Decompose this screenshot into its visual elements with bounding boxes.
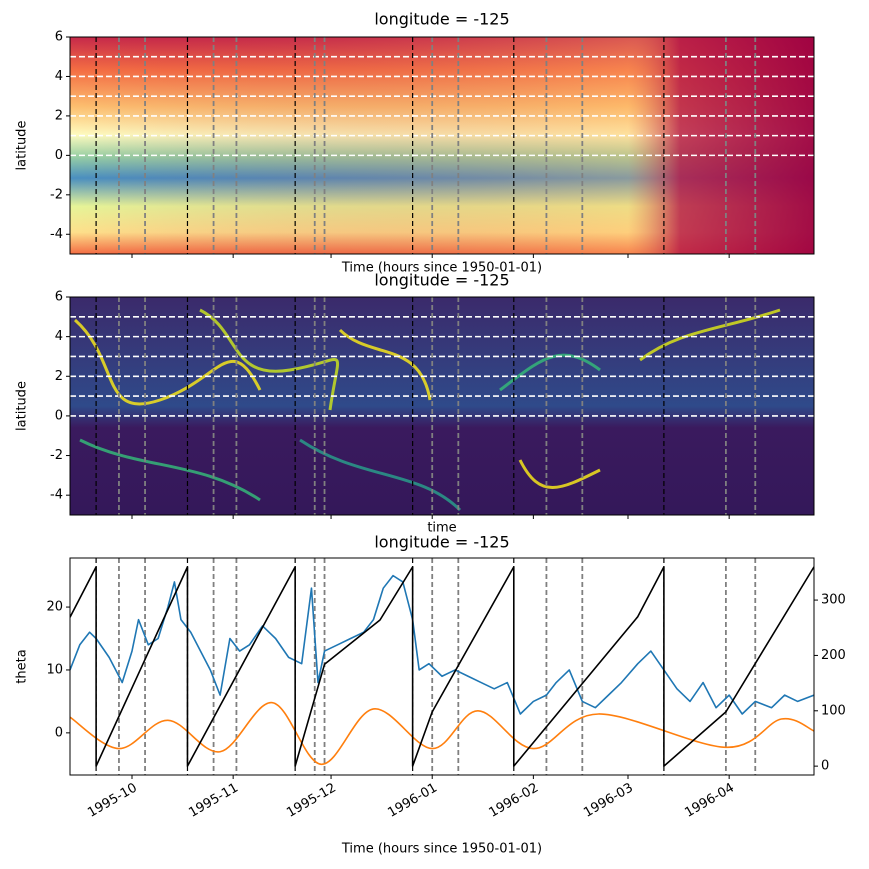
y-tick-label: 6 [55,290,63,305]
y-axis-label: theta [15,649,30,683]
streak [79,438,261,502]
y2-tick-label: 300 [821,593,846,608]
y-tick-label: 4 [55,69,63,84]
y-tick-label: 2 [55,369,63,384]
x-tick-label: 1995-12 [284,781,339,821]
x-tick-label: 1996-03 [581,781,636,821]
x-tick-label: 1995-10 [85,781,140,821]
y-tick-label: 2 [55,108,63,123]
subplot: -4 -2 0 2 4 6 longitude = -125 time latitude [15,271,815,536]
x-axis-label: Time (hours since 1950-01-01) [341,261,542,276]
y-tick-label: 6 [55,30,63,45]
subplot: -4 -2 0 2 4 6 longitude = -125 Time (hours sinc… [15,10,815,276]
streak [639,308,781,362]
x-axis-label: Time (hours since 1950-01-01) [341,842,542,857]
y-tick-label: -4 [50,488,63,503]
streak [518,459,601,489]
subplot-title: longitude = -125 [374,533,509,552]
plot-area [70,37,814,254]
y-tick-label: -4 [50,227,63,242]
streak [299,438,462,512]
y-tick-label: 0 [55,148,63,163]
series-line [70,701,814,766]
subplot-title: longitude = -125 [374,271,509,290]
series-line [70,566,814,767]
axes-frame [69,36,815,255]
axes-frame [69,296,815,516]
x-tick-label: 1996-02 [487,781,542,821]
y-tick-label: 0 [55,408,63,423]
axes-frame [69,557,815,776]
x-tick-label: 1995-11 [186,781,241,821]
streak [499,353,601,392]
y-tick-label: -2 [50,187,63,202]
x-tick-label: 1996-01 [385,781,440,821]
x-tick-label: 1996-04 [682,781,737,821]
streak [199,308,340,411]
plot-area [70,297,814,515]
heatmap-streaks [74,308,781,512]
heatmap-image [70,37,814,254]
heatmap-image [70,297,814,515]
streak [338,328,432,401]
y-tick-label: -2 [50,448,63,463]
y-axis-label: latitude [15,121,30,171]
y2-tick-label: 0 [821,759,829,774]
y-tick-label: 10 [46,662,63,677]
subplot-title: longitude = -125 [374,10,509,29]
y2-tick-label: 200 [821,648,846,663]
y-tick-label: 4 [55,329,63,344]
y-tick-label: 20 [46,600,63,615]
y2-tick-label: 100 [821,703,846,718]
plot-area [70,558,814,775]
heatmap-field [70,297,814,515]
y-tick-label: 0 [55,725,63,740]
x-axis-label: time [427,521,456,536]
heatmap-field-overlay [70,37,814,254]
y-axis-label: latitude [15,381,30,431]
